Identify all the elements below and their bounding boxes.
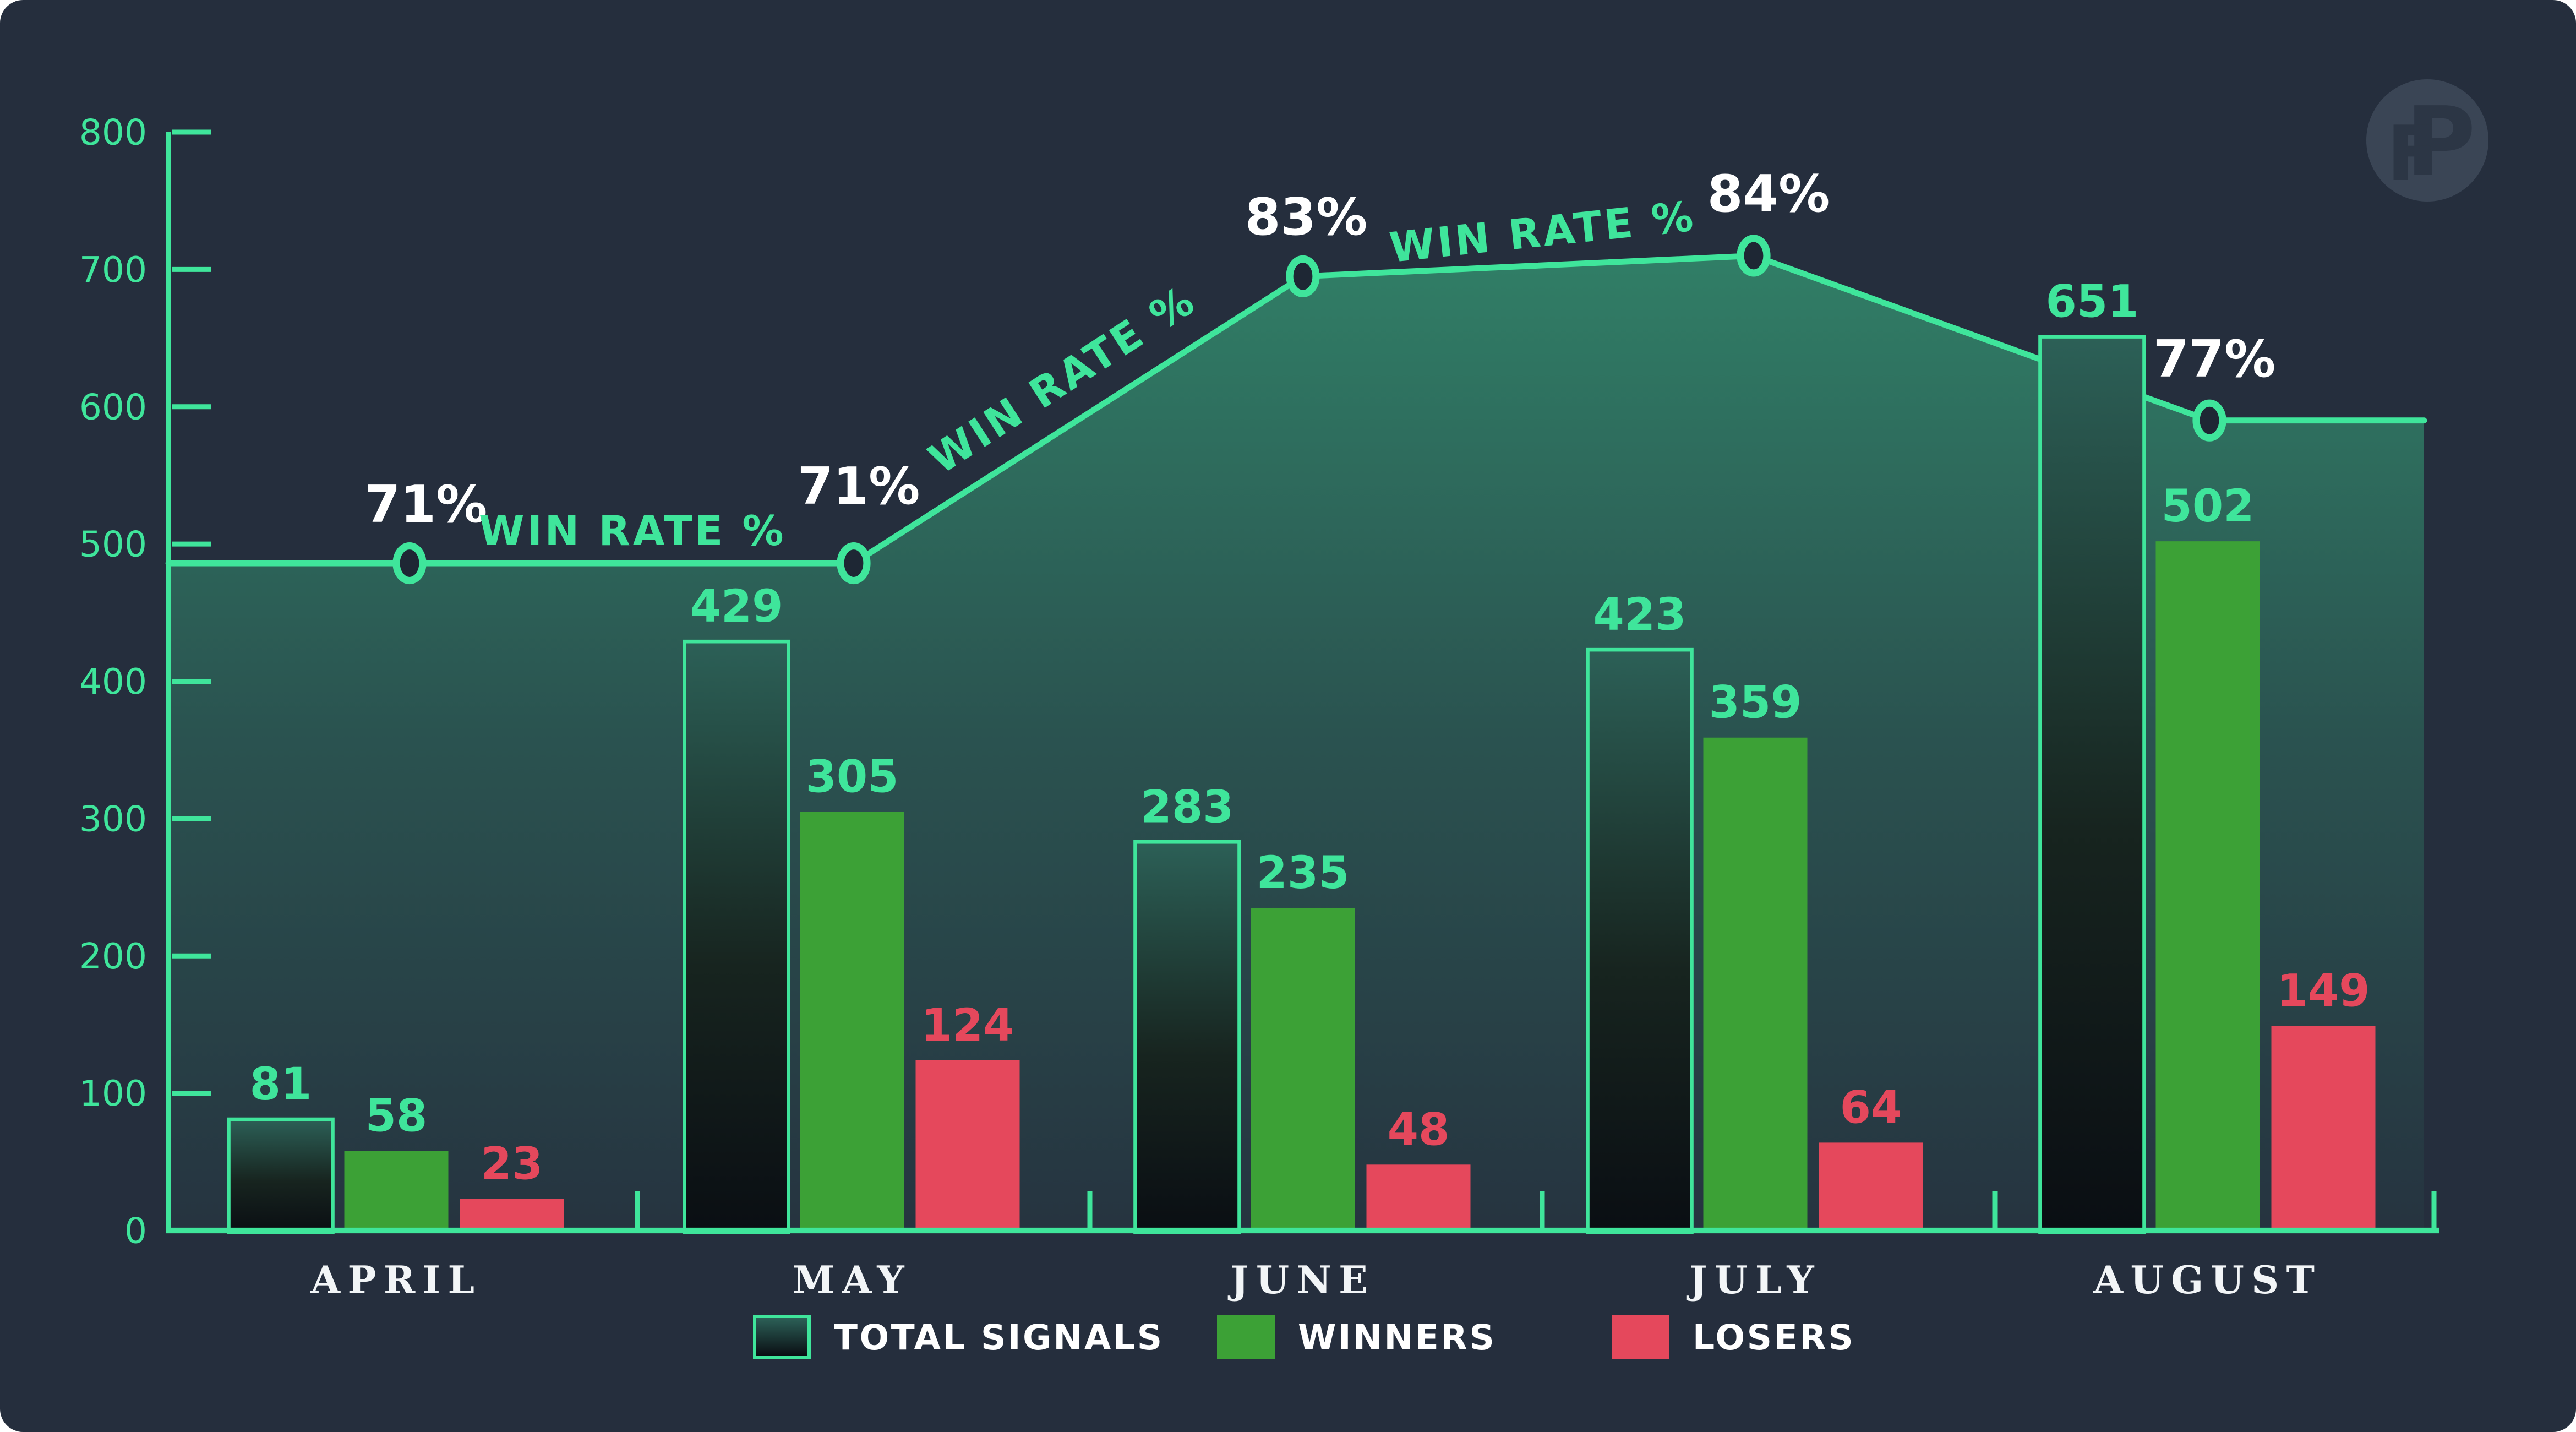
month-label-july: JULY	[1686, 1258, 1821, 1303]
winners-value-label-august: 502	[2161, 481, 2254, 532]
month-label-may: MAY	[793, 1258, 912, 1303]
losers-bar-august	[2271, 1026, 2376, 1232]
total-signals-swatch	[753, 1315, 811, 1359]
winners-value-label-may: 305	[805, 751, 898, 803]
win-rate-value-label-june: 83%	[1245, 187, 1368, 247]
legend-label-winners: WINNERS	[1298, 1317, 1497, 1357]
fp-logo-circle	[2366, 79, 2488, 202]
y-tick-label-300: 300	[79, 798, 147, 840]
total-signals-bar-april	[227, 1117, 335, 1234]
winners-bar-may	[800, 812, 904, 1232]
month-label-august: AUGUST	[2093, 1258, 2322, 1303]
losers-swatch	[1612, 1315, 1669, 1359]
winners-bar-july	[1703, 737, 1808, 1232]
y-tick-label-0: 0	[124, 1211, 147, 1252]
total-signals-value-label-july: 423	[1593, 589, 1686, 641]
losers-value-label-june: 48	[1388, 1104, 1450, 1156]
y-tick-label-700: 700	[79, 249, 147, 291]
legend-label-losers: LOSERS	[1693, 1317, 1855, 1357]
win-rate-value-label-july: 84%	[1707, 164, 1830, 224]
y-tick-label-100: 100	[79, 1073, 147, 1114]
winners-value-label-june: 235	[1256, 847, 1349, 899]
legend: TOTAL SIGNALS WINNERS LOSERS	[0, 1315, 2576, 1381]
winners-swatch	[1217, 1315, 1275, 1359]
total-signals-bar-may	[683, 639, 790, 1234]
total-signals-bar-july	[1586, 647, 1694, 1234]
win-rate-value-label-august: 77%	[2153, 329, 2276, 389]
losers-value-label-may: 124	[921, 1000, 1014, 1052]
win-rate-value-label-april: 71%	[365, 475, 488, 534]
legend-label-total-signals: TOTAL SIGNALS	[834, 1317, 1164, 1357]
y-tick-label-500: 500	[79, 524, 147, 565]
total-signals-value-label-april: 81	[250, 1059, 312, 1110]
winners-bar-august	[2155, 541, 2260, 1232]
legend-item-losers: LOSERS	[1612, 1315, 1855, 1359]
win-rate-marker-april	[392, 542, 427, 585]
winners-bar-june	[1251, 907, 1355, 1232]
legend-item-total-signals: TOTAL SIGNALS	[753, 1315, 1164, 1359]
win-rate-marker-june	[1286, 255, 1320, 297]
fp-logo-letter-f: F	[2387, 110, 2438, 198]
fp-logo: P F	[2366, 79, 2488, 202]
total-signals-bar-august	[2038, 335, 2146, 1234]
y-tick-label-800: 800	[79, 112, 147, 154]
total-signals-value-label-august: 651	[2045, 276, 2138, 328]
losers-bar-may	[915, 1060, 1020, 1232]
total-signals-value-label-may: 429	[690, 581, 783, 633]
winners-value-label-april: 58	[365, 1090, 428, 1142]
win-rate-marker-may	[837, 542, 871, 585]
losers-bar-july	[1819, 1142, 1923, 1232]
legend-item-winners: WINNERS	[1217, 1315, 1497, 1359]
win-rate-series-label-1: WIN RATE %	[479, 507, 786, 555]
total-signals-bar-june	[1133, 840, 1241, 1234]
losers-value-label-august: 149	[2277, 965, 2370, 1017]
win-rate-marker-july	[1737, 235, 1771, 277]
y-tick-label-600: 600	[79, 386, 147, 428]
win-rate-marker-august	[2192, 399, 2226, 442]
win-rate-value-label-may: 71%	[798, 456, 920, 516]
y-tick-label-400: 400	[79, 661, 147, 703]
month-label-june: JUNE	[1227, 1258, 1375, 1303]
winners-bar-april	[344, 1151, 449, 1232]
y-tick-label-200: 200	[79, 936, 147, 977]
month-label-april: APRIL	[310, 1258, 482, 1303]
losers-bar-june	[1366, 1164, 1471, 1232]
fp-logo-letter-p: P	[2405, 86, 2476, 198]
losers-value-label-april: 23	[481, 1139, 543, 1190]
total-signals-value-label-june: 283	[1140, 781, 1234, 833]
losers-bar-april	[460, 1199, 564, 1232]
winners-value-label-july: 359	[1709, 677, 1802, 729]
losers-value-label-july: 64	[1840, 1082, 1902, 1134]
